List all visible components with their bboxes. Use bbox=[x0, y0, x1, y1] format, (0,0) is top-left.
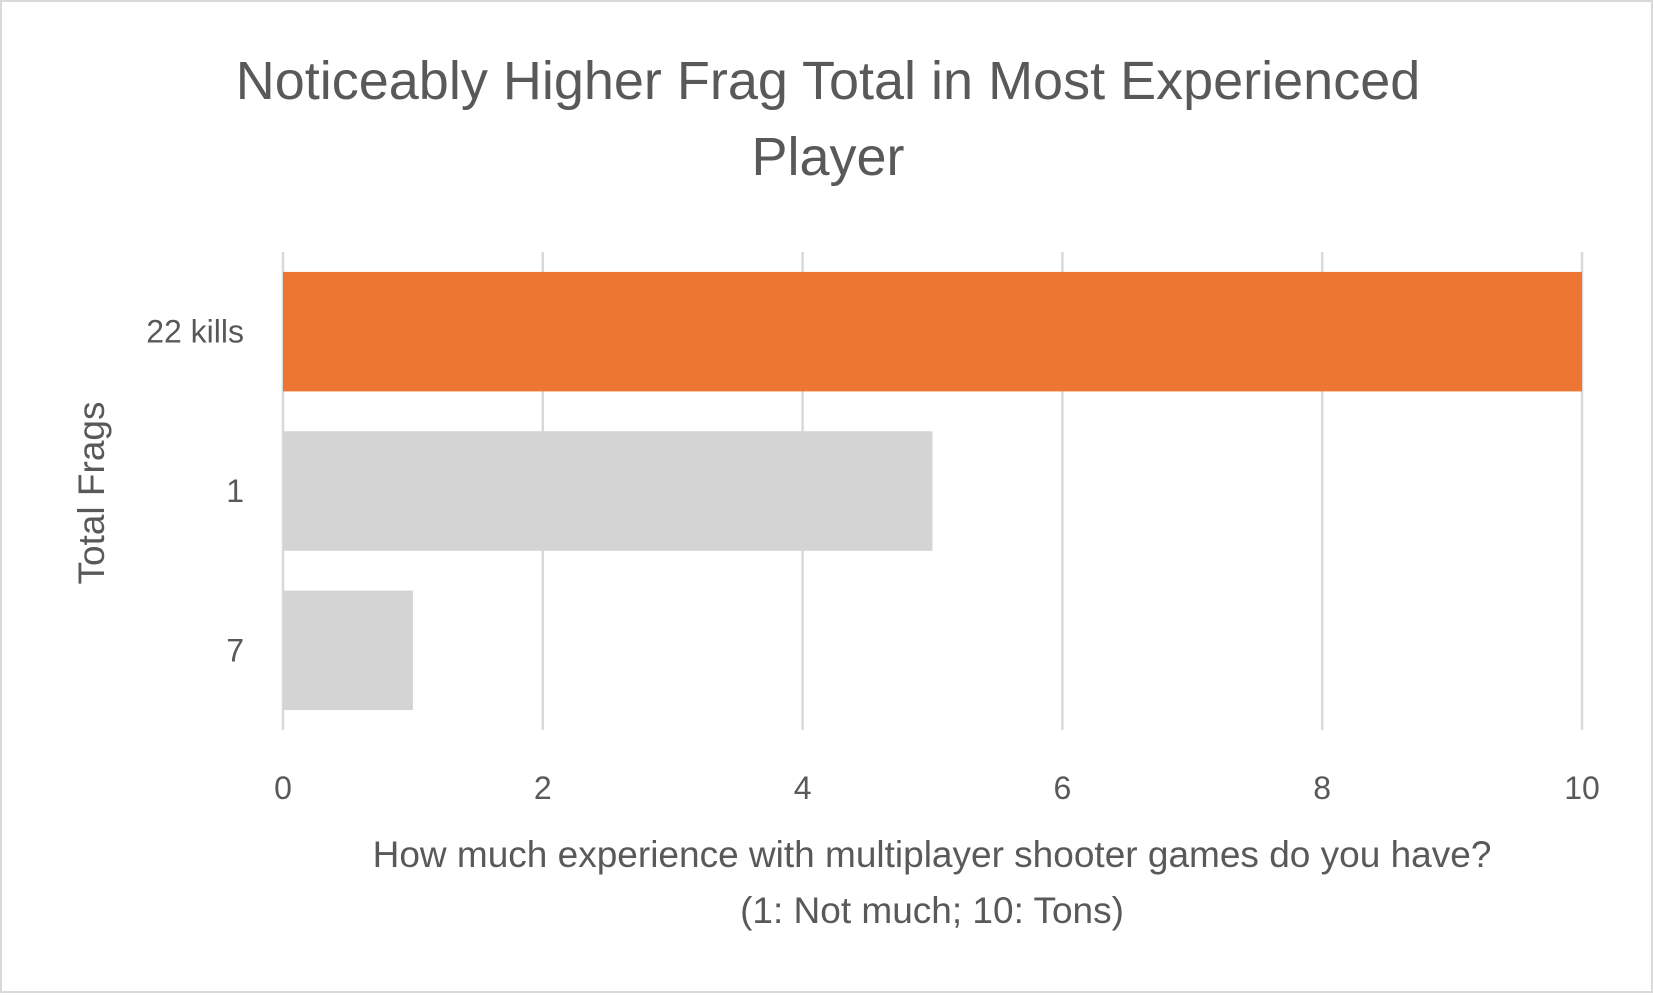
x-axis-title-line-1: How much experience with multiplayer sho… bbox=[373, 834, 1492, 875]
bar-0 bbox=[283, 271, 1582, 392]
x-tick-label: 10 bbox=[1564, 770, 1600, 806]
x-tick-label: 6 bbox=[1054, 770, 1072, 806]
chart-title-line-1: Noticeably Higher Frag Total in Most Exp… bbox=[236, 51, 1421, 111]
x-tick-label: 0 bbox=[274, 770, 292, 806]
y-category-labels: 22 kills 1 7 bbox=[146, 314, 244, 669]
y-category-label: 1 bbox=[226, 473, 244, 509]
bar-1 bbox=[283, 431, 933, 551]
y-category-label: 7 bbox=[226, 632, 244, 668]
x-tick-label: 4 bbox=[794, 770, 812, 806]
x-tick-labels: 0 2 4 6 8 10 bbox=[274, 770, 1600, 806]
x-tick-label: 2 bbox=[534, 770, 552, 806]
x-axis-title-line-2: (1: Not much; 10: Tons) bbox=[740, 890, 1124, 931]
bars bbox=[283, 271, 1582, 711]
y-category-label: 22 kills bbox=[146, 314, 244, 350]
bar-2 bbox=[283, 590, 413, 711]
x-tick-label: 8 bbox=[1313, 770, 1331, 806]
chart-title-line-2: Player bbox=[751, 127, 904, 187]
y-axis-title: Total Frags bbox=[71, 401, 112, 584]
